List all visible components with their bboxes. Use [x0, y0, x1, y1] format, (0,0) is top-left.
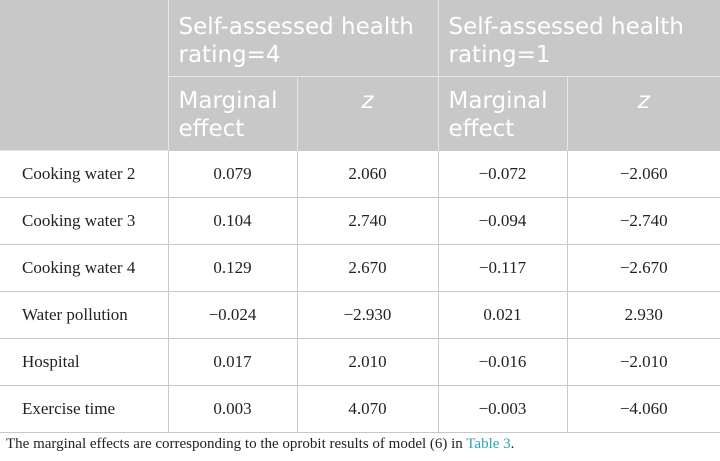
- table-row: Water pollution −0.024 −2.930 0.021 2.93…: [0, 290, 720, 338]
- table-body: Cooking water 2 0.079 2.060 −0.072 −2.06…: [0, 149, 720, 433]
- row-label: Cooking water 2: [0, 149, 168, 197]
- table-header: Self-assessed health rating=4 Self-asses…: [0, 0, 720, 151]
- subheader-marginal-effect: Marginal effect: [437, 76, 567, 150]
- group-header-rating-4: Self-assessed health rating=4: [167, 0, 438, 77]
- subheader-z: z: [566, 76, 720, 150]
- table-cell: −2.740: [566, 196, 720, 244]
- table-cell: −0.024: [167, 290, 297, 338]
- table-cell: −2.060: [566, 149, 720, 197]
- table-cell: 0.021: [437, 290, 567, 338]
- table-cell: 0.129: [167, 243, 297, 291]
- table-cell: 4.070: [296, 384, 438, 433]
- table-cell: −0.094: [437, 196, 567, 244]
- table-cell: 0.003: [167, 384, 297, 433]
- group-header-rating-1: Self-assessed health rating=1: [437, 0, 720, 77]
- row-label: Hospital: [0, 337, 168, 385]
- table-row: Cooking water 2 0.079 2.060 −0.072 −2.06…: [0, 149, 720, 197]
- row-label: Exercise time: [0, 384, 168, 433]
- results-table-container: Self-assessed health rating=4 Self-asses…: [0, 0, 720, 433]
- row-label: Cooking water 3: [0, 196, 168, 244]
- table-cell: −2.670: [566, 243, 720, 291]
- table-cell: 0.104: [167, 196, 297, 244]
- table-cell: 2.670: [296, 243, 438, 291]
- table-cell: 2.930: [566, 290, 720, 338]
- table-row: Exercise time 0.003 4.070 −0.003 −4.060: [0, 384, 720, 433]
- row-label: Cooking water 4: [0, 243, 168, 291]
- table-3-link[interactable]: Table 3: [466, 436, 511, 452]
- marginal-effects-table: Self-assessed health rating=4 Self-asses…: [0, 0, 720, 433]
- table-cell: −2.930: [296, 290, 438, 338]
- table-footnote: The marginal effects are corresponding t…: [6, 436, 514, 453]
- table-cell: −2.010: [566, 337, 720, 385]
- table-cell: −0.117: [437, 243, 567, 291]
- table-cell: 0.079: [167, 149, 297, 197]
- table-row: Hospital 0.017 2.010 −0.016 −2.010: [0, 337, 720, 385]
- table-row: Cooking water 3 0.104 2.740 −0.094 −2.74…: [0, 196, 720, 244]
- table-cell: 2.010: [296, 337, 438, 385]
- table-cell: −0.072: [437, 149, 567, 197]
- table-cell: 2.060: [296, 149, 438, 197]
- table-cell: −0.016: [437, 337, 567, 385]
- table-cell: −0.003: [437, 384, 567, 433]
- footnote-text: The marginal effects are corresponding t…: [6, 436, 467, 452]
- table-cell: −4.060: [566, 384, 720, 433]
- table-row: Cooking water 4 0.129 2.670 −0.117 −2.67…: [0, 243, 720, 291]
- table-cell: 2.740: [296, 196, 438, 244]
- footnote-end: .: [510, 436, 515, 452]
- row-label: Water pollution: [0, 290, 168, 338]
- subheader-z: z: [296, 76, 438, 150]
- subheader-marginal-effect: Marginal effect: [167, 76, 297, 150]
- header-corner: [0, 0, 168, 151]
- table-cell: 0.017: [167, 337, 297, 385]
